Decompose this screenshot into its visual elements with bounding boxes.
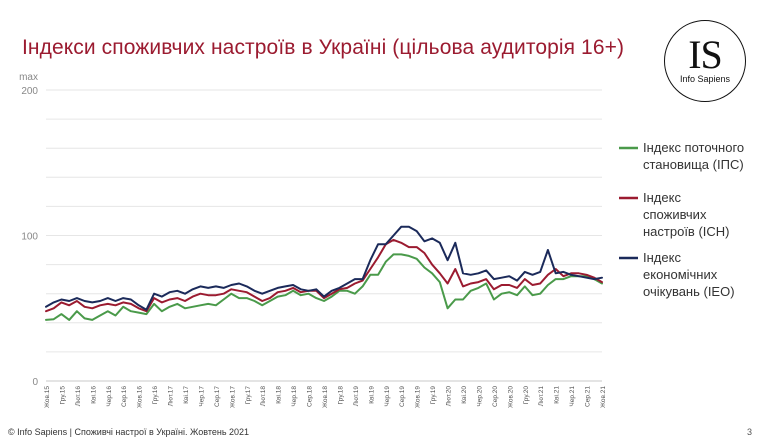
x-tick-label: Чер.17 [198, 386, 205, 407]
x-tick-label: Лют.17 [168, 386, 175, 407]
legend-label-2: Індекс [643, 190, 681, 205]
legend-label-3: Індекс [643, 250, 681, 265]
x-tick-label: Жов.20 [507, 386, 514, 408]
x-tick-label: Лют.21 [538, 386, 545, 407]
x-tick-label: Жов.19 [415, 386, 422, 408]
series-line-1 [45, 253, 603, 321]
x-tick-label: Гру.19 [430, 386, 437, 405]
x-tick-label: Чер.19 [384, 386, 391, 407]
x-tick-label: Жов.17 [229, 386, 236, 408]
footer-text: © Info Sapiens | Споживчі настрої в Укра… [8, 427, 250, 437]
x-tick-label: Кві.18 [275, 386, 283, 404]
x-tick-label: Лют.18 [260, 386, 267, 407]
x-tick-label: Сер.21 [585, 386, 592, 407]
x-tick-label: Лют.19 [353, 386, 360, 407]
legend-label-2: споживчих [643, 207, 707, 222]
series-line-2 [45, 238, 603, 313]
info-sapiens-logo: IS Info Sapiens [664, 20, 746, 102]
x-tick-label: Жов.21 [600, 386, 607, 408]
x-tick-label: Чер.21 [569, 386, 576, 407]
x-tick-label: Кві.21 [553, 386, 561, 404]
x-tick-label: Жов.18 [322, 386, 329, 408]
x-tick-label: Сер.19 [399, 386, 406, 407]
x-tick-label: Сер.16 [121, 386, 128, 407]
x-tick-label: Чер.20 [476, 386, 483, 407]
legend-label-2: настроїв (ІСН) [643, 224, 730, 239]
slide-title: Індекси споживчих настроїв в Україні (ці… [22, 36, 625, 59]
x-tick-label: Гру.20 [523, 386, 530, 405]
page-number: 3 [747, 427, 753, 437]
x-tick-label: Лют.16 [75, 386, 82, 407]
x-tick-label: Чер.16 [106, 386, 113, 407]
y-tick-label: 100 [21, 232, 38, 243]
legend-label-1: Індекс поточного [643, 140, 744, 155]
logo-mark: IS [688, 32, 723, 77]
x-tick-label: Гру.17 [245, 386, 252, 405]
y-tick-label: 200 [21, 86, 38, 97]
x-tick-label: Кві.20 [460, 386, 468, 404]
x-tick-label: Сер.20 [492, 386, 499, 407]
x-tick-label: Кві.16 [89, 386, 97, 404]
x-tick-label: Кві.17 [182, 386, 190, 404]
x-tick-label: Сер.18 [307, 386, 314, 407]
x-tick-label: Гру.18 [337, 386, 344, 405]
x-tick-label: Жов.15 [44, 386, 51, 408]
x-tick-label: Кві.19 [367, 386, 375, 404]
legend-label-1: становища (ІПС) [643, 157, 744, 172]
x-tick-label: Жов.16 [137, 386, 144, 408]
logo-name: Info Sapiens [679, 74, 731, 84]
legend-label-3: очікувань (ІЕО) [643, 284, 735, 299]
y-axis-max-label: max [19, 72, 38, 83]
x-tick-label: Чер.18 [291, 386, 298, 407]
x-tick-label: Гру.15 [59, 386, 66, 405]
legend-label-3: економічних [643, 267, 718, 282]
series-line-3 [45, 225, 603, 311]
y-tick-label: 0 [32, 377, 38, 388]
x-tick-label: Лют.20 [446, 386, 453, 407]
x-tick-label: Сер.17 [214, 386, 221, 407]
x-tick-label: Гру.16 [152, 386, 159, 405]
